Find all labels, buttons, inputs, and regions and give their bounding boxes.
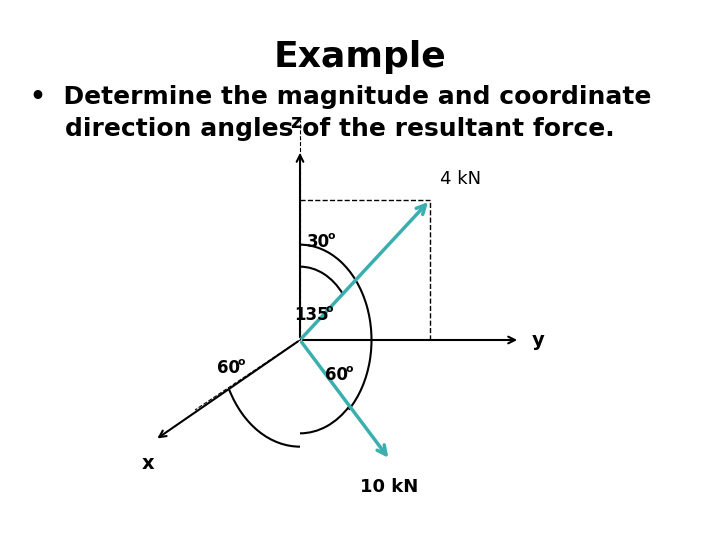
Text: 4 kN: 4 kN [440,170,481,188]
Text: x: x [142,454,154,473]
Text: 30: 30 [307,233,330,251]
Text: z: z [290,113,302,132]
Text: 60: 60 [217,359,240,377]
Text: 135: 135 [294,306,329,324]
Text: 10 kN: 10 kN [360,478,418,496]
Text: y: y [532,330,545,349]
Text: •  Determine the magnitude and coordinate
    direction angles of the resultant : • Determine the magnitude and coordinate… [30,85,652,140]
Text: o: o [327,231,335,241]
Text: Example: Example [274,40,446,74]
Text: o: o [325,304,333,314]
Text: o: o [237,357,245,367]
Text: 60: 60 [325,366,348,384]
Text: o: o [345,364,353,374]
